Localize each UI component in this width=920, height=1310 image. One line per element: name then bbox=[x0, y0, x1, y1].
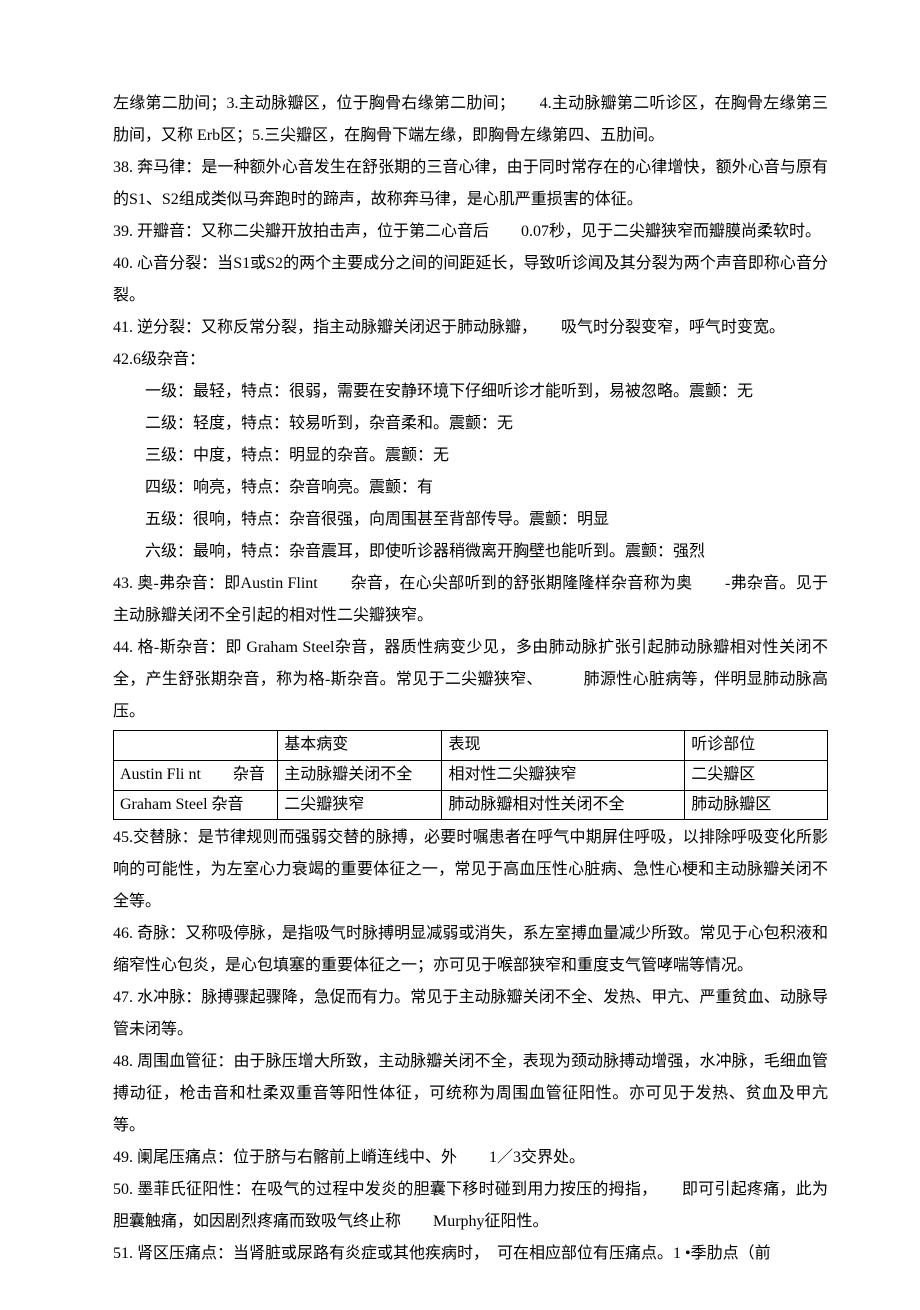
table-header-cell: 基本病变 bbox=[278, 731, 442, 761]
paragraph-40: 40. 心音分裂：当S1或S2的两个主要成分之间的间距延长，导致听诊闻及其分裂为… bbox=[113, 248, 828, 312]
table-cell: 主动脉瓣关闭不全 bbox=[278, 760, 442, 790]
table-cell: 肺动脉瓣区 bbox=[685, 790, 828, 820]
paragraph-42-2: 二级：轻度，特点：较易听到，杂音柔和。震颤：无 bbox=[113, 408, 828, 440]
murmur-comparison-table: 基本病变 表现 听诊部位 Austin Fli nt 杂音 主动脉瓣关闭不全 相… bbox=[113, 730, 828, 820]
table-header-row: 基本病变 表现 听诊部位 bbox=[114, 731, 828, 761]
paragraph-48: 48. 周围血管征：由于脉压增大所致，主动脉瓣关闭不全，表现为颈动脉搏动增强，水… bbox=[113, 1046, 828, 1142]
paragraph-42: 42.6级杂音： bbox=[113, 344, 828, 376]
table-cell: 二尖瓣区 bbox=[685, 760, 828, 790]
paragraph-42-6: 六级：最响，特点：杂音震耳，即使听诊器稍微离开胸壁也能听到。震颤：强烈 bbox=[113, 536, 828, 568]
paragraph-50: 50. 墨菲氏征阳性：在吸气的过程中发炎的胆囊下移时碰到用力按压的拇指， 即可引… bbox=[113, 1174, 828, 1238]
paragraph-51: 51. 肾区压痛点：当肾脏或尿路有炎症或其他疾病时， 可在相应部位有压痛点。1 … bbox=[113, 1238, 828, 1270]
paragraph-49: 49. 阑尾压痛点：位于脐与右髂前上嵴连线中、外 1／3交界处。 bbox=[113, 1142, 828, 1174]
table-cell: Graham Steel 杂音 bbox=[114, 790, 278, 820]
table-cell: 相对性二尖瓣狭窄 bbox=[442, 760, 685, 790]
table-cell: 肺动脉瓣相对性关闭不全 bbox=[442, 790, 685, 820]
table-header-cell bbox=[114, 731, 278, 761]
paragraph-37b: 左缘第二肋间；3.主动脉瓣区，位于胸骨右缘第二肋间； 4.主动脉瓣第二听诊区，在… bbox=[113, 88, 828, 152]
paragraph-47: 47. 水冲脉：脉搏骤起骤降，急促而有力。常见于主动脉瓣关闭不全、发热、甲亢、严… bbox=[113, 982, 828, 1046]
paragraph-46: 46. 奇脉：又称吸停脉，是指吸气时脉搏明显减弱或消失，系左室搏血量减少所致。常… bbox=[113, 918, 828, 982]
table-header-cell: 听诊部位 bbox=[685, 731, 828, 761]
table-header-cell: 表现 bbox=[442, 731, 685, 761]
paragraph-42-5: 五级：很响，特点：杂音很强，向周围甚至背部传导。震颤：明显 bbox=[113, 504, 828, 536]
paragraph-42-1: 一级：最轻，特点：很弱，需要在安静环境下仔细听诊才能听到，易被忽略。震颤：无 bbox=[113, 376, 828, 408]
paragraph-39: 39. 开瓣音：又称二尖瓣开放拍击声，位于第二心音后 0.07秒，见于二尖瓣狭窄… bbox=[113, 216, 828, 248]
paragraph-44: 44. 格-斯杂音：即 Graham Steel杂音，器质性病变少见，多由肺动脉… bbox=[113, 632, 828, 728]
paragraph-45: 45.交替脉：是节律规则而强弱交替的脉搏，必要时嘱患者在呼气中期屏住呼吸，以排除… bbox=[113, 822, 828, 918]
document-page: 左缘第二肋间；3.主动脉瓣区，位于胸骨右缘第二肋间； 4.主动脉瓣第二听诊区，在… bbox=[0, 0, 920, 1310]
table-row: Austin Fli nt 杂音 主动脉瓣关闭不全 相对性二尖瓣狭窄 二尖瓣区 bbox=[114, 760, 828, 790]
table-cell: 二尖瓣狭窄 bbox=[278, 790, 442, 820]
paragraph-41: 41. 逆分裂：又称反常分裂，指主动脉瓣关闭迟于肺动脉瓣， 吸气时分裂变窄，呼气… bbox=[113, 312, 828, 344]
table-cell: Austin Fli nt 杂音 bbox=[114, 760, 278, 790]
table-row: Graham Steel 杂音 二尖瓣狭窄 肺动脉瓣相对性关闭不全 肺动脉瓣区 bbox=[114, 790, 828, 820]
paragraph-43: 43. 奥-弗杂音：即Austin Flint 杂音，在心尖部听到的舒张期隆隆样… bbox=[113, 568, 828, 632]
paragraph-42-3: 三级：中度，特点：明显的杂音。震颤：无 bbox=[113, 440, 828, 472]
paragraph-38: 38. 奔马律：是一种额外心音发生在舒张期的三音心律，由于同时常存在的心律增快，… bbox=[113, 152, 828, 216]
paragraph-42-4: 四级：响亮，特点：杂音响亮。震颤：有 bbox=[113, 472, 828, 504]
